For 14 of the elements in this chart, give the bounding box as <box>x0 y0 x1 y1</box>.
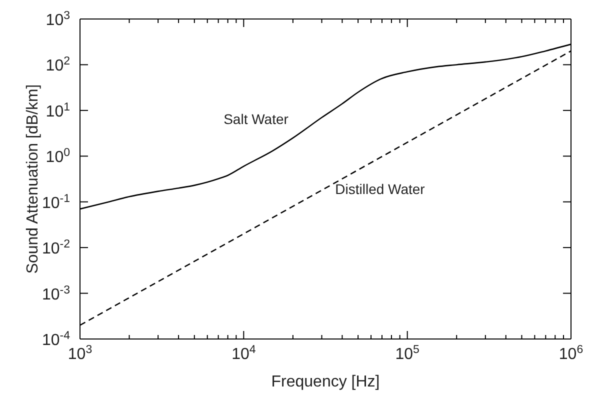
x-tick-label: 10$^{6}$ <box>558 344 584 363</box>
x-tick-label: 10$^{5}$ <box>395 344 420 363</box>
y-tick-label: 10$^{0}$ <box>46 147 70 166</box>
x-tick-label: 10$^{4}$ <box>232 344 256 363</box>
y-tick-label: 10$^{2}$ <box>46 56 70 75</box>
series-label: Salt Water <box>224 111 289 127</box>
y-tick-label: 10$^{-3}$ <box>42 284 70 304</box>
series-label: Distilled Water <box>335 181 426 197</box>
y-axis-title: Sound Attenuation [dB/km] <box>24 84 42 274</box>
y-tick-label: 10$^{-1}$ <box>42 192 70 212</box>
y-tick-label: 10$^{1}$ <box>46 101 70 120</box>
x-axis-title: Frequency [Hz] <box>271 373 380 390</box>
y-tick-label: 10$^{-2}$ <box>42 238 70 258</box>
y-tick-label: 10$^{3}$ <box>46 10 70 29</box>
